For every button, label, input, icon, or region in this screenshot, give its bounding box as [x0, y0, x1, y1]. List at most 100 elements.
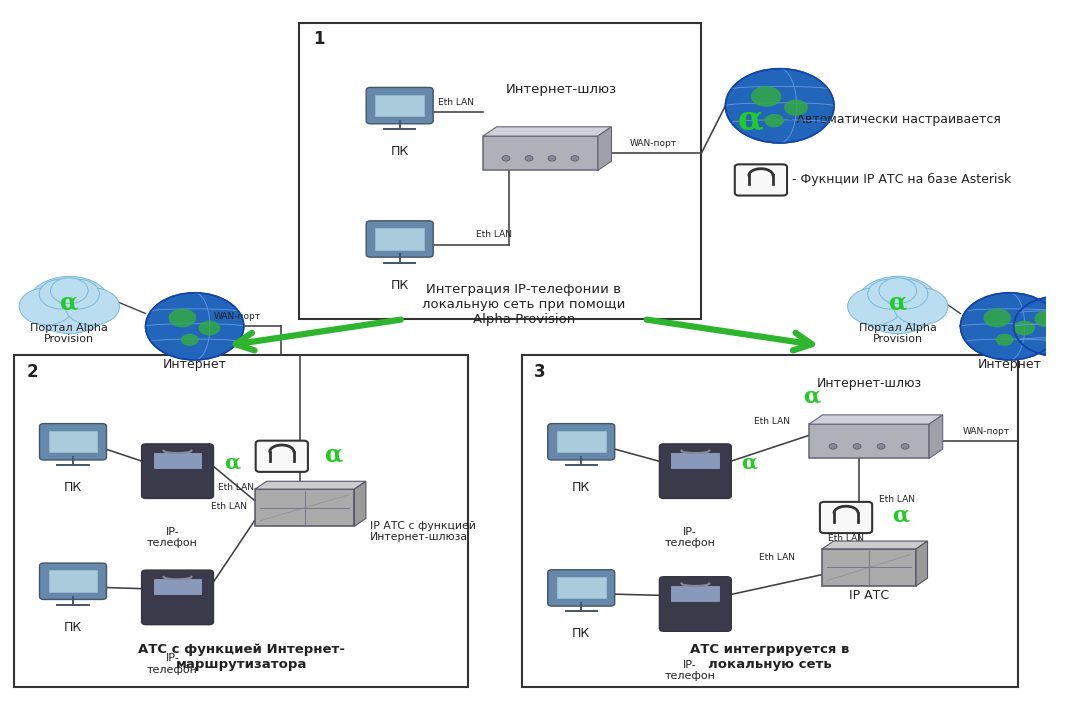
Circle shape — [1061, 321, 1066, 334]
Text: IP-
телефон: IP- телефон — [665, 660, 715, 681]
Text: WAN-порт: WAN-порт — [963, 427, 1011, 436]
Circle shape — [50, 277, 88, 303]
Circle shape — [984, 308, 1011, 328]
FancyBboxPatch shape — [734, 164, 787, 196]
Circle shape — [868, 279, 911, 309]
Text: WAN-порт: WAN-порт — [629, 139, 677, 148]
Text: Портал Alpha
Provision: Портал Alpha Provision — [30, 323, 109, 344]
Circle shape — [885, 279, 927, 309]
Text: α: α — [738, 103, 763, 136]
Text: Интернет-шлюз: Интернет-шлюз — [505, 83, 617, 96]
Text: ПК: ПК — [64, 481, 82, 494]
Circle shape — [168, 308, 196, 328]
Circle shape — [750, 86, 781, 107]
FancyBboxPatch shape — [14, 355, 468, 687]
FancyBboxPatch shape — [142, 444, 213, 498]
FancyBboxPatch shape — [49, 431, 97, 452]
Circle shape — [1034, 310, 1059, 327]
Polygon shape — [483, 127, 612, 136]
Text: ПК: ПК — [390, 278, 409, 292]
Polygon shape — [354, 481, 366, 526]
FancyBboxPatch shape — [660, 444, 731, 498]
FancyBboxPatch shape — [154, 579, 201, 594]
Polygon shape — [916, 541, 927, 586]
Text: α: α — [742, 452, 758, 473]
Text: Eth LAN: Eth LAN — [759, 553, 795, 561]
Circle shape — [1014, 320, 1035, 336]
Text: IP-
телефон: IP- телефон — [147, 653, 198, 675]
FancyBboxPatch shape — [367, 87, 433, 124]
FancyBboxPatch shape — [822, 549, 916, 586]
Text: Eth LAN: Eth LAN — [475, 230, 512, 239]
Circle shape — [764, 114, 785, 128]
Text: Eth LAN: Eth LAN — [438, 98, 474, 107]
Polygon shape — [930, 415, 942, 458]
Polygon shape — [809, 415, 942, 424]
FancyBboxPatch shape — [672, 453, 720, 468]
Text: Eth LAN: Eth LAN — [879, 495, 916, 504]
Text: Интернет: Интернет — [163, 358, 227, 371]
FancyBboxPatch shape — [660, 576, 731, 631]
FancyBboxPatch shape — [483, 136, 598, 171]
Circle shape — [146, 293, 244, 360]
FancyBboxPatch shape — [548, 570, 615, 606]
Text: α: α — [60, 290, 79, 314]
Text: ПК: ПК — [64, 621, 82, 634]
Circle shape — [893, 288, 948, 325]
FancyBboxPatch shape — [367, 221, 433, 257]
Circle shape — [785, 100, 808, 116]
Text: Портал Alpha
Provision: Портал Alpha Provision — [859, 323, 937, 344]
FancyBboxPatch shape — [375, 95, 424, 116]
FancyBboxPatch shape — [39, 563, 107, 599]
Circle shape — [524, 156, 533, 161]
Text: Eth LAN: Eth LAN — [754, 417, 790, 426]
Text: Интернет: Интернет — [978, 358, 1041, 371]
FancyBboxPatch shape — [548, 424, 615, 460]
Text: α: α — [803, 386, 820, 408]
FancyBboxPatch shape — [521, 355, 1018, 687]
Circle shape — [39, 279, 83, 309]
Circle shape — [548, 156, 556, 161]
Text: - Фукнции IP АТС на базе Asterisk: - Фукнции IP АТС на базе Asterisk — [792, 174, 1012, 186]
Polygon shape — [598, 127, 612, 171]
Circle shape — [571, 156, 579, 161]
Text: Eth LAN: Eth LAN — [828, 534, 863, 543]
Polygon shape — [822, 541, 927, 549]
Text: IP АТС с функцией
Интернет-шлюза: IP АТС с функцией Интернет-шлюза — [370, 521, 475, 542]
Text: АТС с функцией Интернет-
маршрутизатора: АТС с функцией Интернет- маршрутизатора — [138, 643, 344, 671]
FancyBboxPatch shape — [820, 502, 872, 533]
Circle shape — [65, 288, 119, 325]
Circle shape — [198, 320, 221, 336]
Circle shape — [996, 333, 1014, 346]
Circle shape — [19, 288, 74, 325]
Text: Интеграция IP-телефонии в
локальную сеть при помощи
Alpha Provision: Интеграция IP-телефонии в локальную сеть… — [422, 283, 626, 326]
Text: IP АТС: IP АТС — [849, 589, 889, 602]
Text: Eth LAN: Eth LAN — [217, 483, 254, 492]
FancyBboxPatch shape — [39, 424, 107, 460]
Circle shape — [853, 444, 861, 449]
Circle shape — [901, 444, 909, 449]
Polygon shape — [255, 481, 366, 489]
Circle shape — [856, 276, 939, 333]
Circle shape — [55, 279, 99, 309]
Circle shape — [829, 444, 837, 449]
FancyBboxPatch shape — [300, 23, 701, 319]
Circle shape — [879, 277, 917, 303]
Text: АТС интегрируется в
локальную сеть: АТС интегрируется в локальную сеть — [690, 643, 850, 671]
Text: α: α — [889, 290, 907, 314]
Circle shape — [502, 156, 510, 161]
FancyBboxPatch shape — [142, 570, 213, 625]
Text: 2: 2 — [27, 364, 38, 381]
Circle shape — [28, 276, 111, 333]
Text: WAN-порт: WAN-порт — [214, 313, 261, 321]
FancyBboxPatch shape — [256, 441, 308, 472]
FancyBboxPatch shape — [672, 586, 720, 601]
Text: α: α — [325, 442, 343, 466]
FancyBboxPatch shape — [809, 424, 930, 458]
Circle shape — [1046, 333, 1061, 343]
Text: Интернет-шлюз: Интернет-шлюз — [817, 377, 922, 390]
FancyBboxPatch shape — [556, 431, 605, 452]
Text: Eth LAN: Eth LAN — [211, 503, 246, 511]
Text: 1: 1 — [312, 30, 324, 48]
Circle shape — [877, 444, 885, 449]
